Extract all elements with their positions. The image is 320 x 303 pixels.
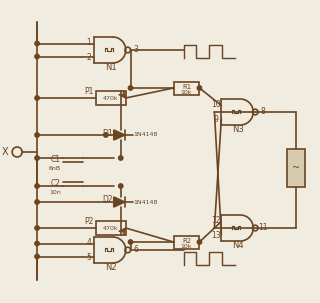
Text: 4: 4 xyxy=(86,238,91,247)
Text: 13: 13 xyxy=(212,231,221,240)
Text: N4: N4 xyxy=(233,241,244,251)
Circle shape xyxy=(35,184,39,188)
Text: 12: 12 xyxy=(212,216,221,225)
Circle shape xyxy=(35,133,39,137)
Text: R1: R1 xyxy=(182,84,191,90)
Bar xyxy=(96,221,126,235)
Circle shape xyxy=(128,240,133,244)
Text: C1: C1 xyxy=(51,155,61,165)
Text: 1: 1 xyxy=(86,38,91,47)
Bar xyxy=(287,149,305,187)
Text: 6: 6 xyxy=(133,245,138,254)
Text: 10k: 10k xyxy=(181,89,192,95)
Text: 470k: 470k xyxy=(103,225,119,231)
Text: 1N4148: 1N4148 xyxy=(133,199,158,205)
Text: 1N4148: 1N4148 xyxy=(133,132,158,138)
Circle shape xyxy=(197,86,202,90)
Circle shape xyxy=(35,156,39,160)
Circle shape xyxy=(118,184,123,188)
Bar xyxy=(173,82,199,95)
Bar xyxy=(173,236,199,249)
Text: 8: 8 xyxy=(260,106,265,115)
Text: 9: 9 xyxy=(214,115,219,124)
Polygon shape xyxy=(114,197,125,207)
Circle shape xyxy=(128,86,133,90)
Text: N1: N1 xyxy=(105,64,116,72)
Text: ~: ~ xyxy=(292,163,300,173)
Circle shape xyxy=(35,254,39,259)
Text: N2: N2 xyxy=(105,264,116,272)
Text: D2: D2 xyxy=(102,195,113,205)
Text: 3: 3 xyxy=(133,45,138,54)
Text: 10: 10 xyxy=(212,100,221,109)
Circle shape xyxy=(35,54,39,59)
Circle shape xyxy=(197,240,202,244)
Text: R2: R2 xyxy=(182,238,191,244)
Text: 11: 11 xyxy=(258,222,268,231)
Polygon shape xyxy=(114,130,125,140)
Text: X: X xyxy=(2,147,8,157)
Circle shape xyxy=(104,133,108,137)
Text: 10n: 10n xyxy=(49,189,61,195)
Bar xyxy=(96,91,126,105)
Text: D1: D1 xyxy=(102,128,113,138)
Text: P1: P1 xyxy=(84,86,94,95)
Text: 10k: 10k xyxy=(181,244,192,248)
Circle shape xyxy=(35,96,39,100)
Circle shape xyxy=(35,241,39,246)
Text: 470k: 470k xyxy=(103,95,119,101)
Text: 2: 2 xyxy=(86,53,91,62)
Circle shape xyxy=(35,41,39,46)
Text: 5: 5 xyxy=(86,253,91,262)
Circle shape xyxy=(35,226,39,230)
Circle shape xyxy=(118,156,123,160)
Text: P2: P2 xyxy=(84,217,94,225)
Text: N3: N3 xyxy=(232,125,244,135)
Circle shape xyxy=(35,200,39,204)
Text: 6nB: 6nB xyxy=(49,165,61,171)
Text: C2: C2 xyxy=(51,179,61,188)
